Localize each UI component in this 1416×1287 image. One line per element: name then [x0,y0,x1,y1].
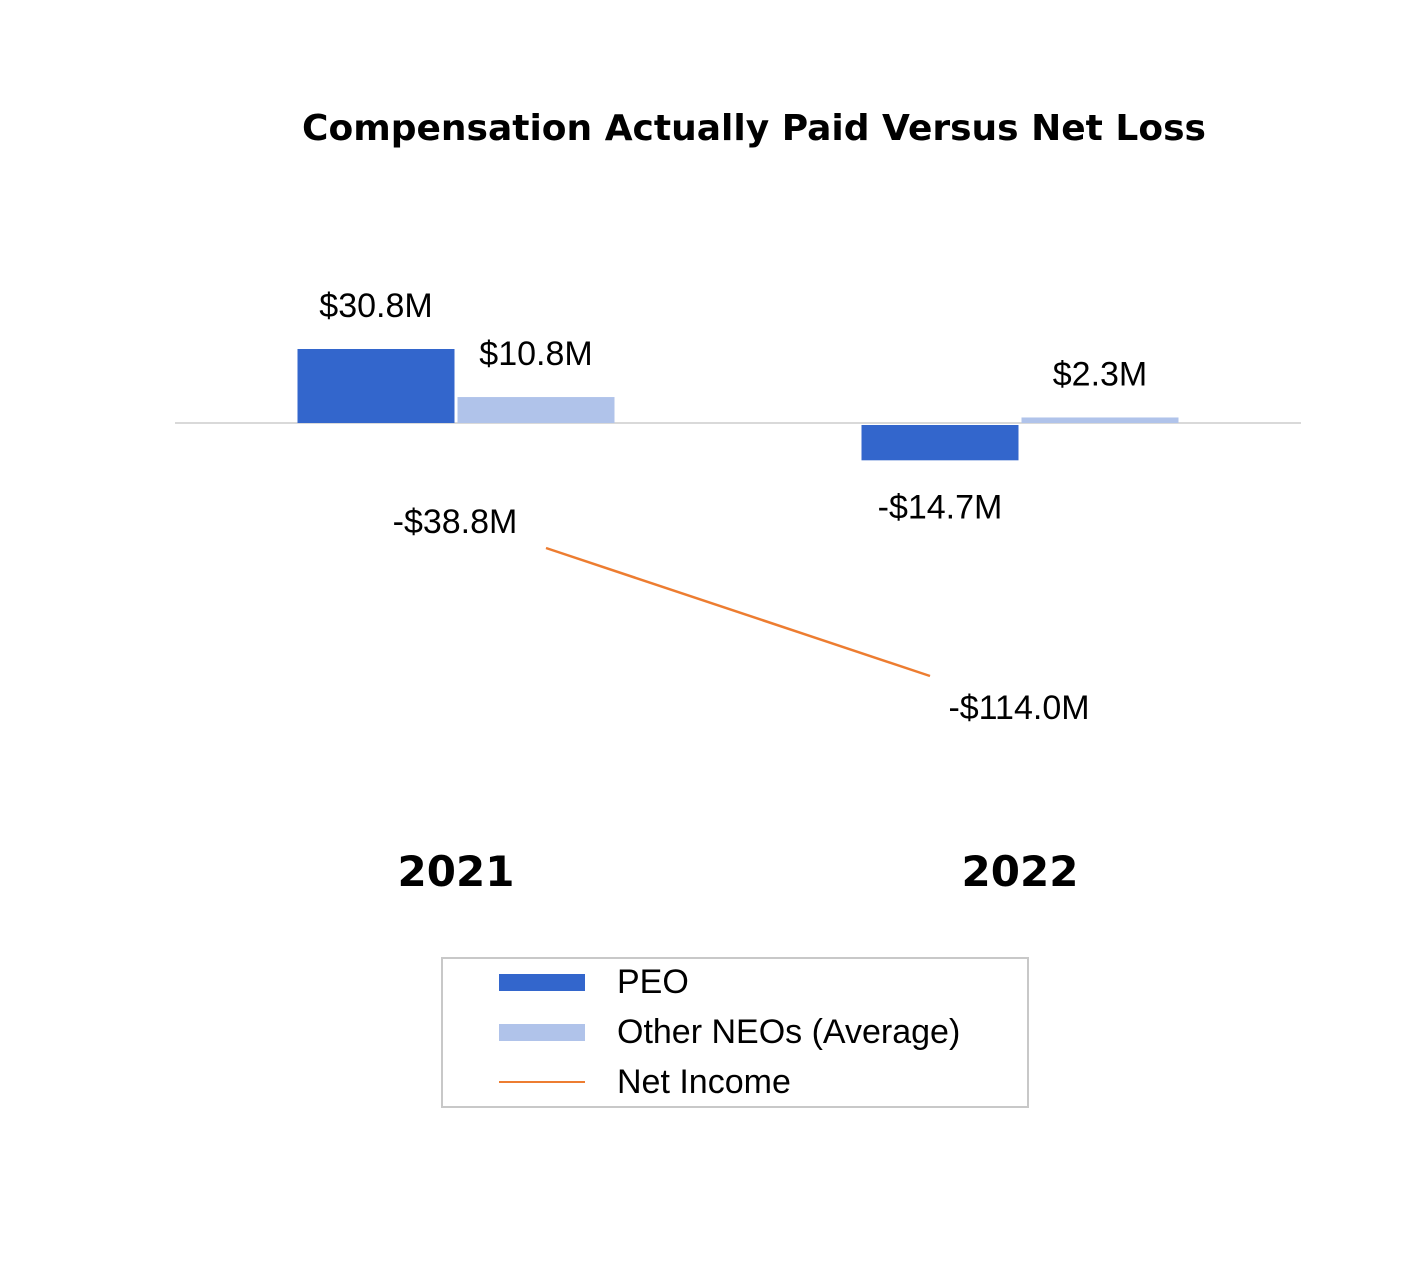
legend-swatch-other-neos [499,1023,585,1041]
data-label-net-income-2021: -$38.8M [393,503,518,541]
legend-item-other-neos: Other NEOs (Average) [499,1012,960,1052]
legend-label-other-neos: Other NEOs (Average) [617,1012,961,1051]
category-label-2021: 2021 [398,847,515,896]
chart-title: Compensation Actually Paid Versus Net Lo… [302,108,1206,149]
legend-line-net-income [499,1081,585,1083]
chart-marks: $30.8M -$14.7M $10.8M $2.3M -$38.8M -$114.0M [297,287,1179,727]
data-label-peo-2021: $30.8M [319,287,432,325]
legend-label-peo: PEO [617,962,689,1001]
data-label-other-neos-average-2021: $10.8M [479,335,592,373]
bar-other-neos-average-2022 [1021,417,1179,423]
legend-item-peo: PEO [499,962,689,1002]
legend-swatch-peo [499,973,585,991]
line-net-income [545,546,931,678]
bar-peo-2022 [861,425,1019,461]
bar-other-neos-average-2021 [457,397,615,423]
data-label-peo-2022: -$14.7M [878,488,1003,526]
bar-peo-2021 [297,349,455,423]
data-label-other-neos-average-2022: $2.3M [1053,355,1148,393]
legend: PEO Other NEOs (Average) Net Income [441,957,1029,1108]
data-label-net-income-2022: -$114.0M [948,689,1089,727]
legend-label-net-income: Net Income [617,1062,791,1101]
category-labels: 2021 2022 [398,847,1079,896]
legend-item-net-income: Net Income [499,1062,791,1102]
category-label-2022: 2022 [962,847,1079,896]
